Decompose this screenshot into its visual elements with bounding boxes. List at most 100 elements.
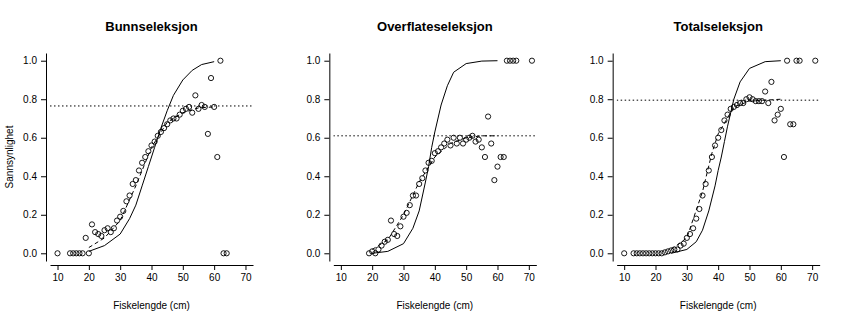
x-tick-mark xyxy=(812,265,813,270)
point xyxy=(143,154,148,159)
point xyxy=(83,235,88,240)
y-tick: 0.0 xyxy=(306,248,329,259)
point xyxy=(489,141,494,146)
y-tick: 0.8 xyxy=(590,94,613,105)
panel: Overflateseleksjon102030405060700.00.20.… xyxy=(306,19,536,311)
y-tick: 0.2 xyxy=(306,209,329,220)
point xyxy=(140,160,145,165)
chart-title: Bunnseleksjon xyxy=(105,19,198,34)
x-tick: 40 xyxy=(713,265,725,283)
y-tick-label: 0.6 xyxy=(306,132,320,143)
x-tick-mark xyxy=(372,265,373,270)
y-tick: 0.8 xyxy=(23,94,46,105)
y-tick-mark xyxy=(41,215,46,216)
y-tick-label: 1.0 xyxy=(23,55,37,66)
panel: Totalseleksjon102030405060700.00.20.40.6… xyxy=(590,19,820,311)
y-tick-label: 0.8 xyxy=(306,94,320,105)
y-axis-title: Sannsynlighet xyxy=(4,125,15,188)
y-axis: 0.0 0.2 0.4 0.6 0.8 1.0 xyxy=(306,54,329,262)
x-tick: 20 xyxy=(650,265,662,283)
point xyxy=(118,214,123,219)
y-tick-label: 0.2 xyxy=(23,209,37,220)
y-tick-mark xyxy=(608,61,613,62)
point xyxy=(208,75,213,80)
y-tick-label: 0.8 xyxy=(590,94,604,105)
y-tick-mark xyxy=(41,99,46,100)
dotted-line xyxy=(50,105,253,106)
y-tick-mark xyxy=(608,176,613,177)
x-tick-mark xyxy=(624,265,625,270)
y-tick-mark xyxy=(41,138,46,139)
y-tick: 0.6 xyxy=(23,132,46,143)
x-tick: 70 xyxy=(524,265,536,283)
x-tick: 70 xyxy=(807,265,819,283)
y-tick: 1.0 xyxy=(306,55,329,66)
y-tick: 0.2 xyxy=(590,209,613,220)
x-tick-mark xyxy=(245,265,246,270)
point xyxy=(55,251,60,256)
x-tick: 60 xyxy=(492,265,504,283)
x-tick-mark xyxy=(183,265,184,270)
point xyxy=(681,241,686,246)
x-tick-mark xyxy=(341,265,342,270)
point xyxy=(791,122,796,127)
y-tick-label: 0.2 xyxy=(306,209,320,220)
x-tick: 50 xyxy=(461,265,473,283)
chart-title: Overflateseleksjon xyxy=(377,19,493,34)
point xyxy=(146,149,151,154)
x-tick-mark xyxy=(214,265,215,270)
y-axis-line xyxy=(329,54,330,262)
plot-area xyxy=(50,58,253,256)
y-tick: 0.4 xyxy=(306,171,329,182)
point xyxy=(691,226,696,231)
y-tick-label: 0.0 xyxy=(23,248,37,259)
x-tick: 20 xyxy=(367,265,379,283)
point xyxy=(215,154,220,159)
y-axis: 0.0 0.2 0.4 0.6 0.8 1.0 xyxy=(23,54,46,262)
y-tick-label: 0.4 xyxy=(23,171,37,182)
x-tick: 60 xyxy=(209,265,221,283)
point xyxy=(193,93,198,98)
y-tick-label: 0.6 xyxy=(23,132,37,143)
x-tick: 70 xyxy=(240,265,252,283)
x-tick-label: 30 xyxy=(682,272,694,283)
point xyxy=(763,89,768,94)
point xyxy=(385,237,390,242)
point xyxy=(781,154,786,159)
y-tick-label: 1.0 xyxy=(590,55,604,66)
y-tick-label: 0.6 xyxy=(590,132,604,143)
solid-line xyxy=(671,61,781,254)
x-tick-label: 50 xyxy=(461,272,473,283)
figure: Bunnseleksjon102030405060700.00.20.40.60… xyxy=(0,0,850,325)
y-tick: 0.4 xyxy=(23,171,46,182)
x-tick-label: 20 xyxy=(650,272,662,283)
point xyxy=(797,58,802,63)
x-tick: 50 xyxy=(178,265,190,283)
panel: Bunnseleksjon102030405060700.00.20.40.60… xyxy=(4,19,254,311)
x-tick-mark xyxy=(781,265,782,270)
y-tick-mark xyxy=(324,99,329,100)
point xyxy=(202,104,207,109)
point xyxy=(205,131,210,136)
point xyxy=(514,58,519,63)
y-tick-mark xyxy=(324,138,329,139)
point xyxy=(388,218,393,223)
solid-line xyxy=(89,62,214,252)
x-tick-label: 70 xyxy=(524,272,536,283)
point xyxy=(495,164,500,169)
x-tick: 10 xyxy=(52,265,64,283)
point xyxy=(218,58,223,63)
point xyxy=(529,58,534,63)
point xyxy=(501,154,506,159)
y-tick: 0.6 xyxy=(306,132,329,143)
y-tick: 0.4 xyxy=(590,171,613,182)
plot-area xyxy=(333,58,536,256)
x-tick-label: 60 xyxy=(209,272,221,283)
y-tick-mark xyxy=(608,99,613,100)
x-axis-title: Fiskelengde (cm) xyxy=(396,300,473,311)
x-tick-mark xyxy=(435,265,436,270)
y-tick-mark xyxy=(41,176,46,177)
chart-title: Totalseleksjon xyxy=(673,19,762,34)
x-tick-label: 60 xyxy=(492,272,504,283)
x-tick-mark xyxy=(497,265,498,270)
